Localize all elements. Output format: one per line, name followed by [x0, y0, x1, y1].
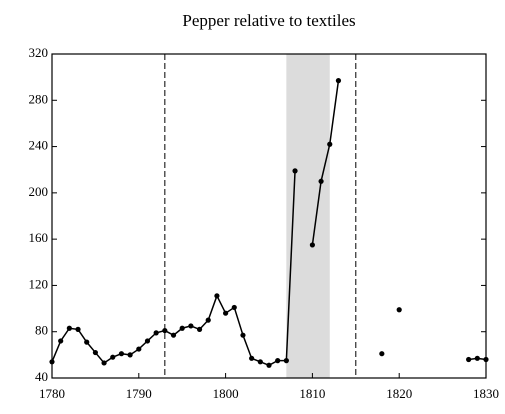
y-tick-label: 280 [29, 91, 49, 106]
data-point [118, 351, 125, 357]
data-point [283, 358, 289, 364]
data-point [84, 339, 90, 345]
y-tick-label: 160 [29, 230, 49, 245]
x-tick-label: 1780 [39, 386, 65, 401]
data-point [309, 242, 315, 248]
data-point [136, 346, 142, 352]
data-point [327, 141, 333, 147]
data-point [49, 359, 55, 365]
data-point [110, 354, 116, 360]
data-point [318, 178, 324, 184]
data-point [474, 355, 480, 361]
data-point [275, 358, 281, 364]
data-point [127, 352, 133, 358]
y-tick-label: 320 [29, 45, 49, 60]
data-point [231, 304, 237, 311]
data-point [153, 330, 159, 336]
data-point [396, 307, 402, 313]
data-point [188, 323, 194, 329]
x-tick-label: 1800 [213, 386, 239, 401]
data-line [51, 80, 487, 367]
data-point [223, 310, 229, 316]
data-point [483, 356, 489, 363]
data-point [205, 317, 211, 323]
data-point [179, 325, 185, 331]
data-point [75, 326, 81, 332]
data-point [92, 349, 98, 356]
x-tick-label: 1820 [386, 386, 412, 401]
data-point [379, 351, 385, 357]
y-tick-label: 120 [29, 276, 49, 291]
data-point [58, 338, 64, 344]
data-point [66, 325, 72, 331]
data-point [196, 326, 203, 332]
data-point [144, 338, 151, 344]
data-point [335, 78, 342, 84]
data-point [162, 327, 168, 334]
y-tick-label: 80 [35, 323, 48, 338]
y-tick-label: 200 [29, 184, 49, 199]
data-point [257, 359, 263, 365]
data-point [466, 356, 472, 363]
x-tick-label: 1810 [299, 386, 325, 401]
x-tick-label: 1830 [473, 386, 499, 401]
data-point [101, 360, 107, 366]
data-point [266, 362, 272, 368]
data-point [249, 355, 255, 361]
data-point [240, 332, 246, 338]
chart-title: Pepper relative to textiles [182, 11, 355, 30]
data-point [214, 293, 220, 299]
x-tick-label: 1790 [126, 386, 152, 401]
y-tick-label: 40 [35, 369, 48, 384]
plot-frame [51, 53, 487, 379]
data-point [292, 168, 298, 174]
y-tick-label: 240 [29, 138, 49, 153]
data-point [170, 332, 177, 338]
